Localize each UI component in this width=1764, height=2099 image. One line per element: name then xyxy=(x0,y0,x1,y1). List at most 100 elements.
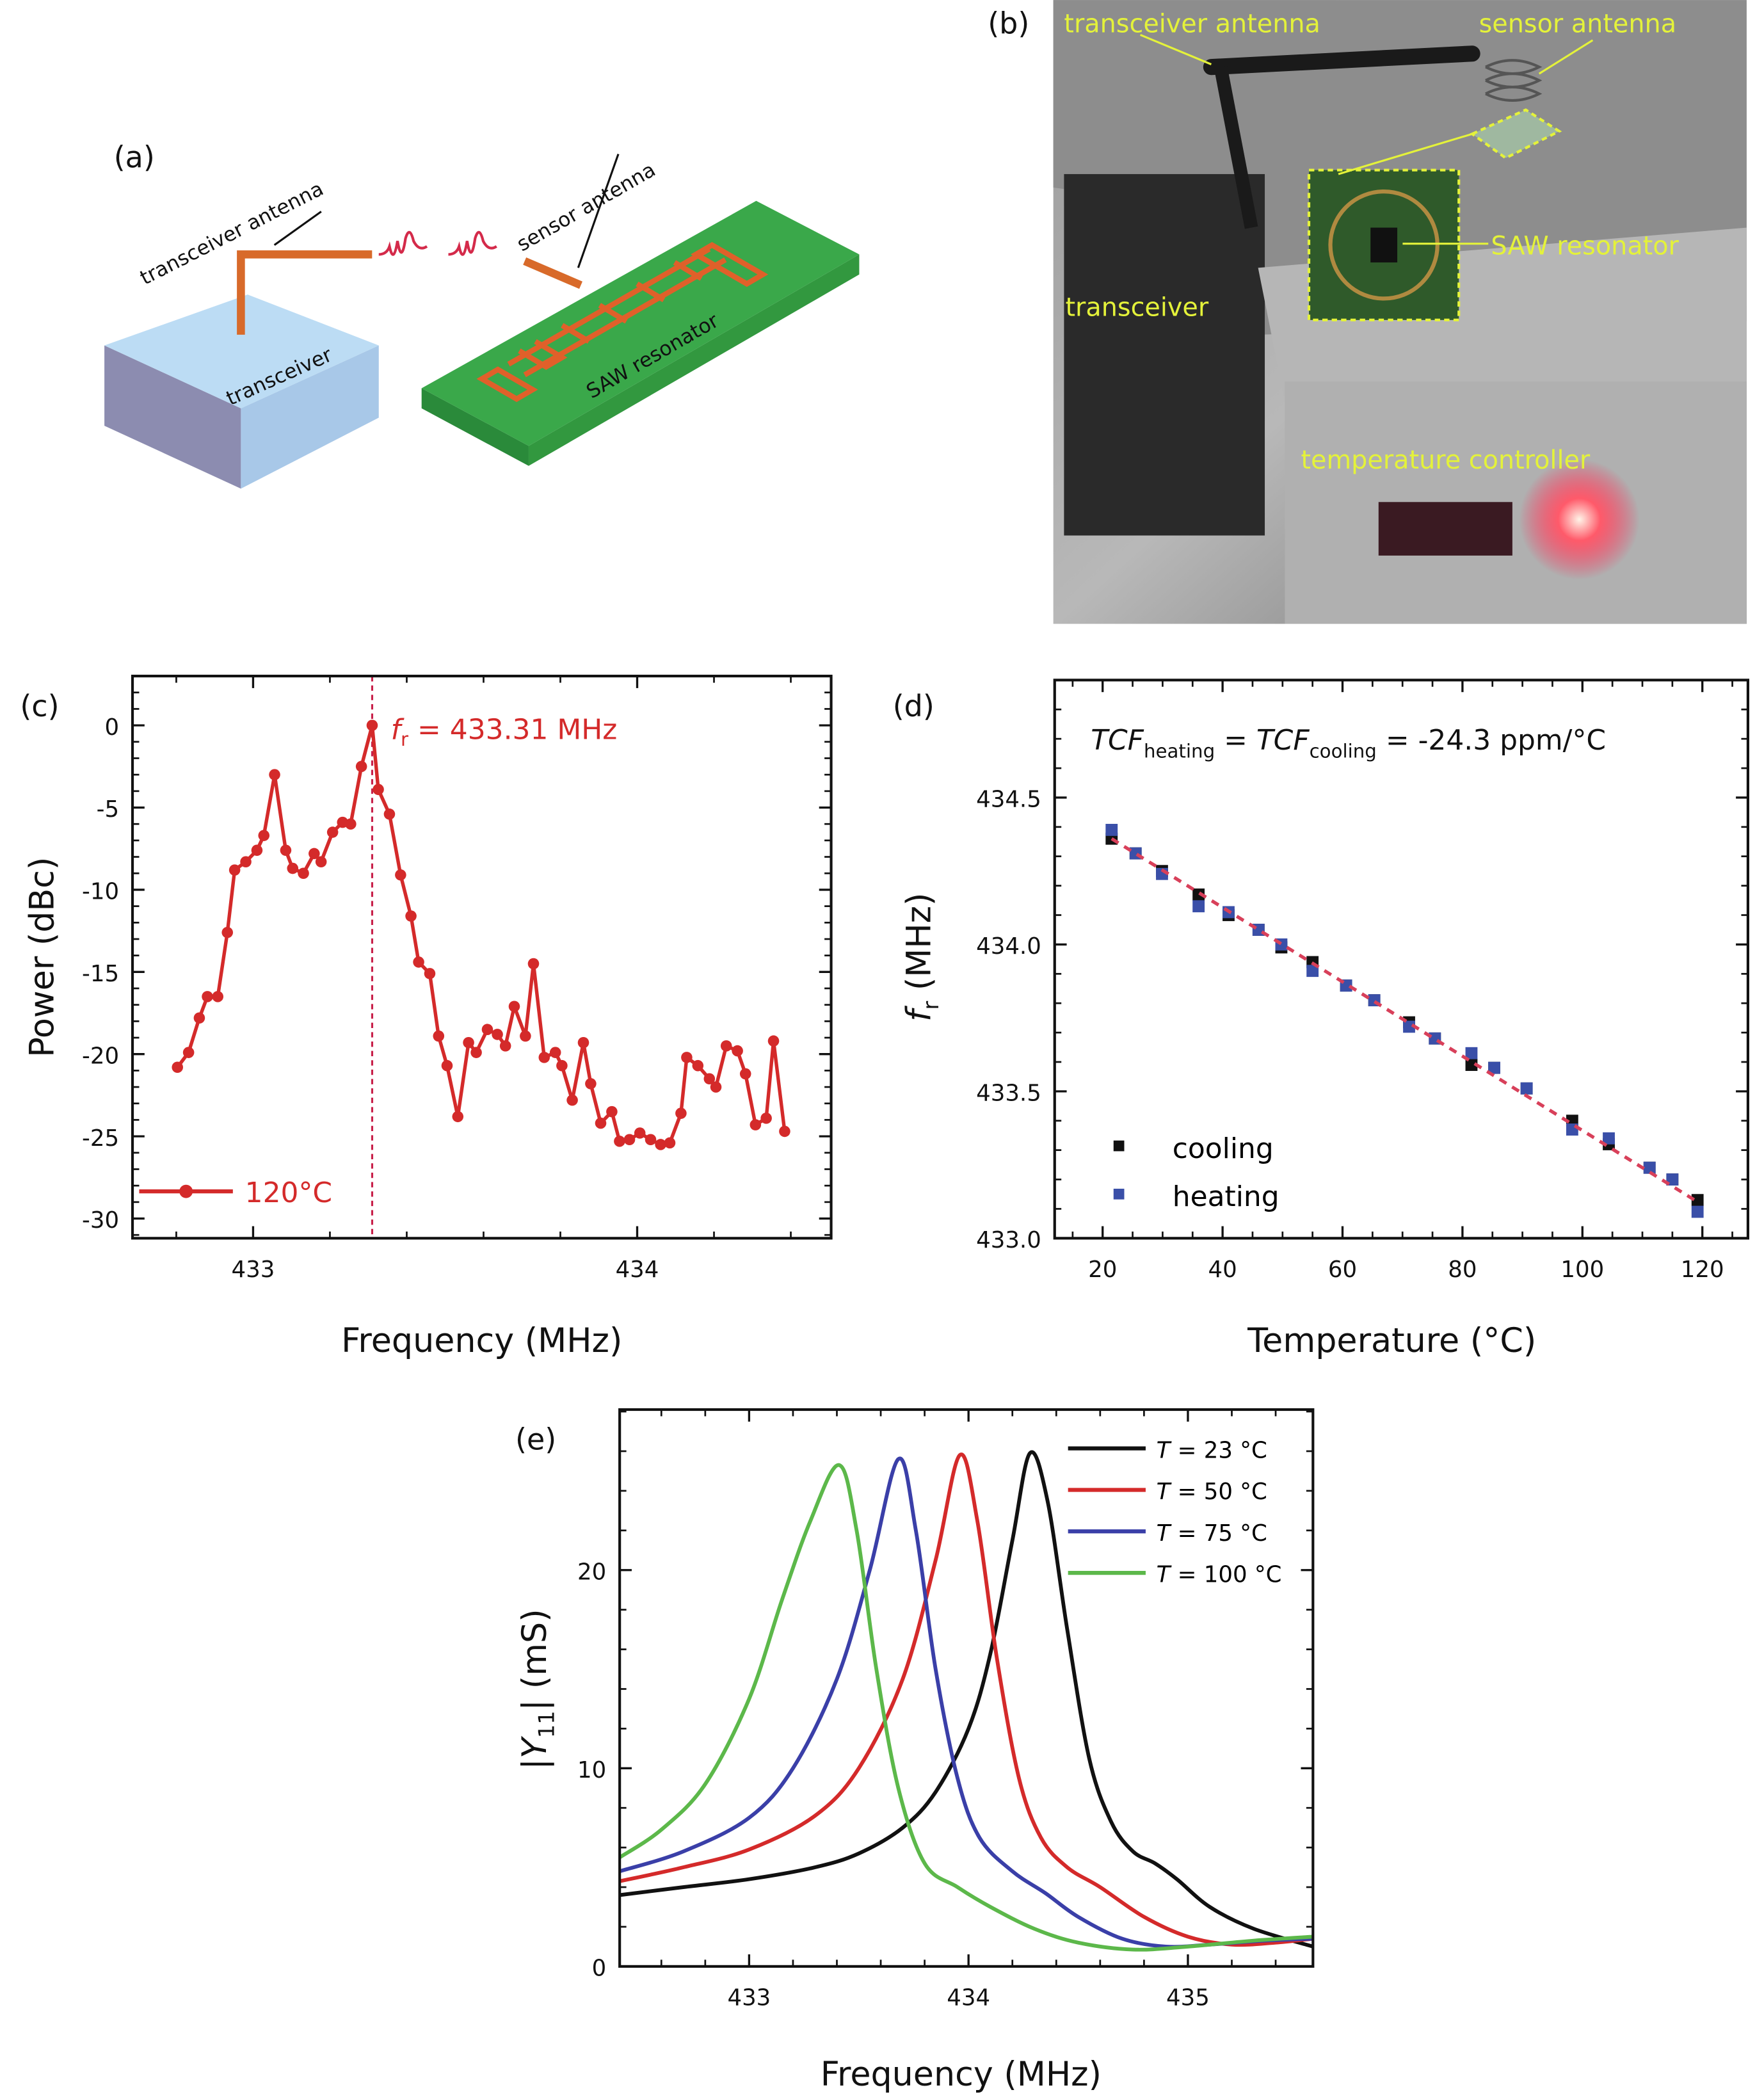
series-curve-75C xyxy=(619,1456,1313,1949)
data-point-cooling xyxy=(1465,1059,1478,1071)
data-point xyxy=(760,1113,772,1124)
panel-b-photo: (b) transceiver antenna sensor antenna S… xyxy=(988,0,1747,624)
data-point xyxy=(645,1134,657,1146)
label-b-saw-resonator: SAW resonator xyxy=(1491,231,1679,261)
data-point xyxy=(595,1117,607,1129)
y-tick-label: 10 xyxy=(577,1757,606,1783)
data-point xyxy=(413,956,424,968)
plot-frame xyxy=(1053,679,1749,1240)
data-point xyxy=(520,1030,531,1042)
chart-e-legend: T = 23 °C T = 50 °C T = 75 °C T = 100 °C xyxy=(1068,1437,1281,1588)
sensor-antenna-rod xyxy=(523,257,582,289)
data-point-heating xyxy=(1691,1205,1704,1218)
data-point xyxy=(739,1068,751,1080)
x-tick-label: 60 xyxy=(1328,1257,1357,1283)
x-tick-label: 80 xyxy=(1448,1257,1477,1283)
data-point xyxy=(566,1094,578,1106)
data-point xyxy=(383,808,396,820)
data-point xyxy=(549,1047,561,1058)
data-point-cooling xyxy=(1691,1194,1704,1207)
data-point xyxy=(585,1078,597,1090)
label-transceiver-antenna: transceiver antenna xyxy=(136,177,327,290)
data-point xyxy=(634,1127,646,1139)
data-point xyxy=(538,1052,550,1063)
y-tick-label: -20 xyxy=(82,1043,119,1069)
data-point xyxy=(433,1030,445,1042)
data-point-heating xyxy=(1643,1161,1656,1174)
y-tick-label: 433.5 xyxy=(976,1081,1041,1107)
series-curve-100C xyxy=(618,1463,1313,1952)
data-point xyxy=(703,1073,716,1085)
y-tick-label: 434.5 xyxy=(976,787,1041,813)
data-point xyxy=(373,784,384,796)
data-point xyxy=(681,1052,693,1063)
svg-text:T = 23 °C: T = 23 °C xyxy=(1157,1437,1267,1463)
y-tick-label: 0 xyxy=(592,1956,607,1982)
data-point xyxy=(710,1081,722,1093)
data-point xyxy=(692,1059,704,1072)
plot-frame xyxy=(618,1408,1315,1968)
chart-e-plot: 433 434 435 0 10 20 xyxy=(577,1408,1315,2011)
transceiver-box xyxy=(104,294,379,489)
data-point xyxy=(424,968,436,979)
transceiver-antenna-photo xyxy=(1203,45,1480,76)
label-b-transceiver-antenna: transceiver antenna xyxy=(1064,9,1320,38)
data-point-heating xyxy=(1403,1020,1415,1033)
data-point xyxy=(309,848,320,860)
x-tick-label: 435 xyxy=(1166,1985,1210,2011)
wave-signal-1 xyxy=(378,230,428,256)
legend-item-23: T = 23 °C xyxy=(1068,1437,1267,1463)
data-point xyxy=(172,1061,184,1074)
label-sensor-antenna: sensor antenna xyxy=(513,158,660,256)
data-point xyxy=(315,856,327,868)
y-tick-label: -10 xyxy=(82,879,119,905)
label-b-sensor-antenna: sensor antenna xyxy=(1479,9,1676,38)
chart-e-ylabel: |Y11| (mS) xyxy=(515,1609,559,1769)
data-point xyxy=(527,958,540,970)
data-point xyxy=(395,869,406,881)
temperature-controller-device xyxy=(1285,382,1747,624)
data-point-heating xyxy=(1520,1082,1533,1095)
y-tick-label: -15 xyxy=(82,961,119,987)
y-tick-label: 434.0 xyxy=(976,933,1041,960)
chart-e-text: Frequency (MHz) |Y11| (mS) T = 23 °C T =… xyxy=(515,1437,1281,2094)
chart-c-text: Frequency (MHz) Power (dBc) fr = 433.31 … xyxy=(23,713,623,1360)
data-point xyxy=(280,844,292,856)
x-tick-label: 433 xyxy=(727,1985,771,2011)
data-point xyxy=(470,1047,482,1058)
panel-a: (a) transceiver antenna sensor antenna t… xyxy=(104,140,860,489)
data-point xyxy=(452,1111,464,1123)
chart-d-legend-heating: heating xyxy=(1173,1180,1279,1213)
data-point xyxy=(202,991,213,1002)
data-point-heating xyxy=(1105,824,1118,836)
transceiver-device xyxy=(1064,173,1265,536)
panel-label-d: (d) xyxy=(893,689,934,723)
data-point xyxy=(767,1035,780,1047)
chart-c-legend-marker xyxy=(179,1184,193,1198)
series-curve-50C xyxy=(619,1452,1313,1947)
data-point xyxy=(556,1059,568,1072)
legend-item-75: T = 75 °C xyxy=(1068,1520,1267,1547)
chart-d-ylabel: fr (MHz) xyxy=(899,893,943,1022)
legend-item-100: T = 100 °C xyxy=(1068,1562,1281,1588)
data-point xyxy=(481,1024,493,1035)
label-b-transceiver: transceiver xyxy=(1065,293,1208,323)
data-point xyxy=(229,864,241,876)
data-point xyxy=(193,1012,205,1024)
chart-d-legend-marker-heating xyxy=(1113,1188,1125,1200)
data-point xyxy=(463,1036,474,1049)
panel-label-a: (a) xyxy=(114,140,155,175)
data-point xyxy=(287,862,299,874)
data-point xyxy=(499,1040,511,1052)
y-tick-label: 433.0 xyxy=(976,1227,1041,1253)
data-point xyxy=(366,720,378,731)
data-point xyxy=(251,844,263,856)
chart-d-legend-marker-cooling xyxy=(1113,1140,1125,1152)
x-tick-label: 433 xyxy=(232,1257,275,1283)
data-point xyxy=(441,1059,453,1072)
chart-d-text: Temperature (°C) fr (MHz) TCFheating = T… xyxy=(899,724,1606,1360)
saw-resonator-substrate xyxy=(421,200,860,466)
data-point xyxy=(240,856,252,868)
